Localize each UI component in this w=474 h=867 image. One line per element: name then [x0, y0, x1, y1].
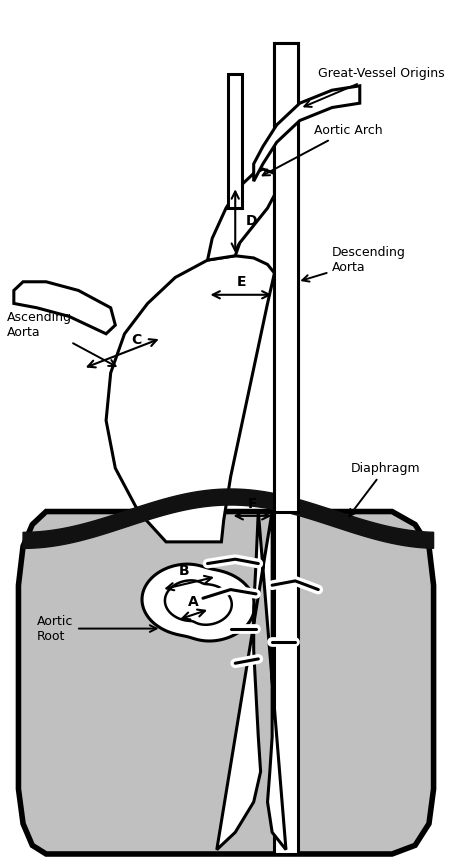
Text: Great-Vessel Origins: Great-Vessel Origins: [304, 68, 445, 107]
Polygon shape: [208, 169, 274, 260]
Text: Aortic Arch: Aortic Arch: [263, 124, 382, 175]
Text: D: D: [246, 214, 257, 228]
Polygon shape: [274, 43, 298, 512]
Text: C: C: [131, 333, 141, 348]
Text: Descending
Aorta: Descending Aorta: [302, 246, 406, 282]
Polygon shape: [165, 580, 232, 625]
Text: F: F: [248, 497, 257, 511]
Polygon shape: [228, 74, 242, 208]
Text: Ascending
Aorta: Ascending Aorta: [7, 311, 116, 366]
Polygon shape: [254, 86, 360, 181]
Text: A: A: [188, 596, 199, 610]
Polygon shape: [142, 564, 255, 641]
Polygon shape: [217, 512, 286, 850]
Polygon shape: [18, 512, 434, 854]
Text: Aortic
Root: Aortic Root: [37, 615, 156, 642]
Text: B: B: [179, 564, 190, 578]
Polygon shape: [274, 43, 298, 854]
Polygon shape: [23, 489, 434, 549]
Text: Diaphragm: Diaphragm: [349, 462, 420, 516]
Polygon shape: [14, 282, 115, 334]
Polygon shape: [106, 256, 274, 542]
Text: E: E: [236, 275, 246, 289]
